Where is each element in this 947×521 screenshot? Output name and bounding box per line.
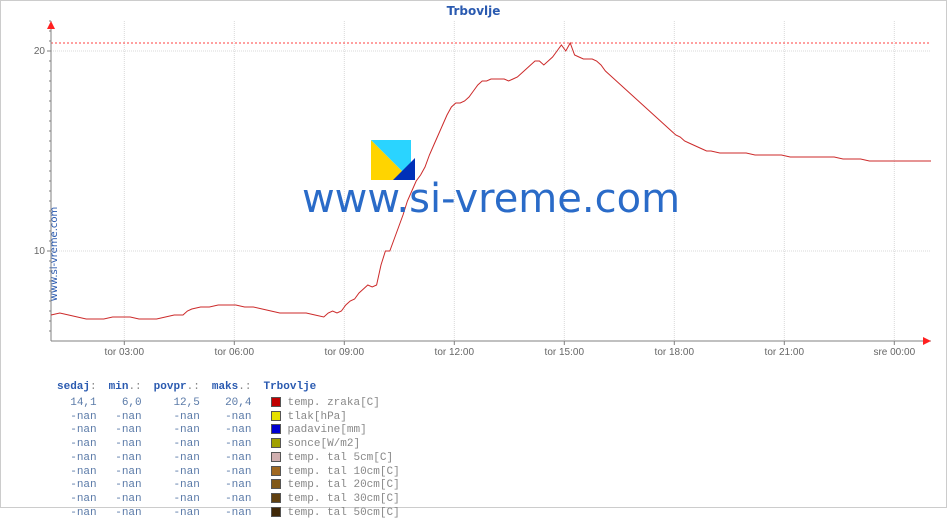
- col-povpr: povpr: [154, 381, 187, 393]
- legend-cell: -nan: [148, 493, 206, 507]
- svg-text:sre 00:00: sre 00:00: [873, 347, 915, 358]
- legend-cell: -nan: [206, 479, 258, 493]
- series-label: temp. tal 30cm[C]: [285, 493, 405, 507]
- legend-row: -nan-nan-nan-nantemp. tal 30cm[C]: [51, 493, 406, 507]
- svg-text:tor 06:00: tor 06:00: [215, 347, 255, 358]
- legend-row: -nan-nan-nan-nantemp. tal 10cm[C]: [51, 466, 406, 480]
- legend-header-row: sedaj: min.: povpr.: maks.: Trbovlje: [51, 381, 406, 397]
- legend-cell: -nan: [51, 424, 103, 438]
- chart-frame: Trbovlje www.si-vreme.com tor 03:00tor 0…: [0, 0, 947, 508]
- legend-cell: -nan: [51, 479, 103, 493]
- series-label: temp. tal 5cm[C]: [285, 452, 405, 466]
- legend-cell: -nan: [148, 452, 206, 466]
- legend-cell: -nan: [206, 466, 258, 480]
- series-swatch-icon: [271, 507, 281, 517]
- legend-cell: -nan: [206, 411, 258, 425]
- legend-cell: -nan: [148, 424, 206, 438]
- col-maks: maks: [212, 381, 238, 393]
- legend-swatch-cell: [257, 479, 285, 493]
- svg-text:20: 20: [34, 46, 46, 57]
- col-location: Trbovlje: [263, 381, 316, 393]
- series-swatch-icon: [271, 438, 281, 448]
- legend-row: -nan-nan-nan-nantemp. tal 20cm[C]: [51, 479, 406, 493]
- svg-text:tor 21:00: tor 21:00: [765, 347, 805, 358]
- legend-cell: -nan: [51, 411, 103, 425]
- svg-text:tor 12:00: tor 12:00: [435, 347, 475, 358]
- legend-cell: -nan: [51, 438, 103, 452]
- legend-cell: 14,1: [51, 397, 103, 411]
- plot-area: tor 03:00 tor 06:00 tor 09:00 tor 12:00 tor …: [51, 21, 931, 361]
- series-swatch-icon: [271, 424, 281, 434]
- col-sedaj: sedaj: [57, 381, 90, 393]
- series-swatch-icon: [271, 466, 281, 476]
- legend-cell: -nan: [148, 438, 206, 452]
- plot-svg: tor 03:00 tor 06:00 tor 09:00 tor 12:00 tor …: [21, 15, 941, 361]
- series-swatch-icon: [271, 397, 281, 407]
- legend-cell: -nan: [148, 479, 206, 493]
- legend-cell: -nan: [206, 452, 258, 466]
- series-label: temp. tal 10cm[C]: [285, 466, 405, 480]
- legend-cell: -nan: [148, 411, 206, 425]
- col-min: min: [109, 381, 129, 393]
- series-label: temp. zraka[C]: [285, 397, 405, 411]
- svg-text:tor 03:00: tor 03:00: [105, 347, 145, 358]
- series-label: temp. tal 20cm[C]: [285, 479, 405, 493]
- legend-cell: -nan: [103, 452, 148, 466]
- legend-cell: -nan: [148, 507, 206, 521]
- legend-cell: -nan: [103, 507, 148, 521]
- svg-text:10: 10: [34, 246, 46, 257]
- legend-cell: 12,5: [148, 397, 206, 411]
- legend-swatch-cell: [257, 438, 285, 452]
- legend-cell: -nan: [51, 452, 103, 466]
- legend-swatch-cell: [257, 507, 285, 521]
- legend-swatch-cell: [257, 452, 285, 466]
- legend-table: sedaj: min.: povpr.: maks.: Trbovlje 14,…: [51, 381, 931, 521]
- legend-cell: -nan: [103, 424, 148, 438]
- legend-swatch-cell: [257, 411, 285, 425]
- legend-cell: 20,4: [206, 397, 258, 411]
- legend-cell: -nan: [103, 493, 148, 507]
- legend-cell: 6,0: [103, 397, 148, 411]
- legend-row: -nan-nan-nan-nantemp. tal 5cm[C]: [51, 452, 406, 466]
- series-label: sonce[W/m2]: [285, 438, 405, 452]
- series-swatch-icon: [271, 493, 281, 503]
- legend-swatch-cell: [257, 466, 285, 480]
- legend-cell: -nan: [51, 507, 103, 521]
- legend-cell: -nan: [148, 466, 206, 480]
- legend-cell: -nan: [206, 424, 258, 438]
- legend-row: -nan-nan-nan-nantlak[hPa]: [51, 411, 406, 425]
- legend-swatch-cell: [257, 493, 285, 507]
- legend-row: -nan-nan-nan-nanpadavine[mm]: [51, 424, 406, 438]
- legend-swatch-cell: [257, 424, 285, 438]
- series-swatch-icon: [271, 479, 281, 489]
- legend-cell: -nan: [103, 466, 148, 480]
- series-label: tlak[hPa]: [285, 411, 405, 425]
- legend-swatch-cell: [257, 397, 285, 411]
- legend-cell: -nan: [103, 479, 148, 493]
- legend-cell: -nan: [51, 493, 103, 507]
- series-label: temp. tal 50cm[C]: [285, 507, 405, 521]
- legend-row: -nan-nan-nan-nansonce[W/m2]: [51, 438, 406, 452]
- svg-text:tor 18:00: tor 18:00: [655, 347, 695, 358]
- legend-cell: -nan: [103, 411, 148, 425]
- legend-cell: -nan: [103, 438, 148, 452]
- series-label: padavine[mm]: [285, 424, 405, 438]
- series-swatch-icon: [271, 411, 281, 421]
- legend-cell: -nan: [51, 466, 103, 480]
- legend-cell: -nan: [206, 507, 258, 521]
- legend-row: 14,16,012,520,4 temp. zraka[C]: [51, 397, 406, 411]
- legend-cell: -nan: [206, 493, 258, 507]
- legend-cell: -nan: [206, 438, 258, 452]
- svg-text:tor 09:00: tor 09:00: [325, 347, 365, 358]
- legend-row: -nan-nan-nan-nantemp. tal 50cm[C]: [51, 507, 406, 521]
- series-swatch-icon: [271, 452, 281, 462]
- svg-text:tor 15:00: tor 15:00: [545, 347, 585, 358]
